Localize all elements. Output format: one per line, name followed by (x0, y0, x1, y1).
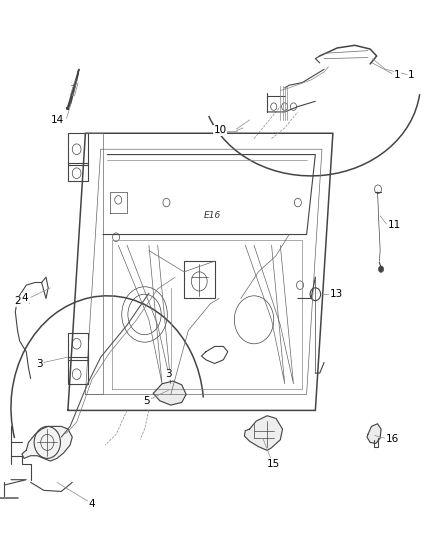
Text: 4: 4 (88, 499, 95, 508)
Text: 3: 3 (166, 369, 172, 379)
Text: 1: 1 (394, 70, 401, 79)
Text: 5: 5 (144, 396, 150, 406)
Text: 14: 14 (50, 116, 64, 125)
Polygon shape (367, 424, 381, 443)
Polygon shape (153, 381, 186, 405)
Text: 16: 16 (385, 434, 399, 443)
Text: 10: 10 (214, 125, 227, 135)
Polygon shape (22, 426, 72, 461)
Text: 15: 15 (267, 459, 280, 469)
Text: 1: 1 (408, 70, 415, 79)
Polygon shape (244, 416, 283, 450)
Text: 2: 2 (14, 296, 21, 306)
Text: 11: 11 (388, 221, 401, 230)
Text: 10: 10 (214, 126, 227, 135)
Text: 13: 13 (329, 289, 343, 299)
Polygon shape (67, 69, 79, 109)
Circle shape (378, 266, 384, 272)
Text: E16: E16 (204, 212, 221, 220)
Text: 3: 3 (36, 359, 42, 368)
Text: 4: 4 (22, 294, 28, 303)
